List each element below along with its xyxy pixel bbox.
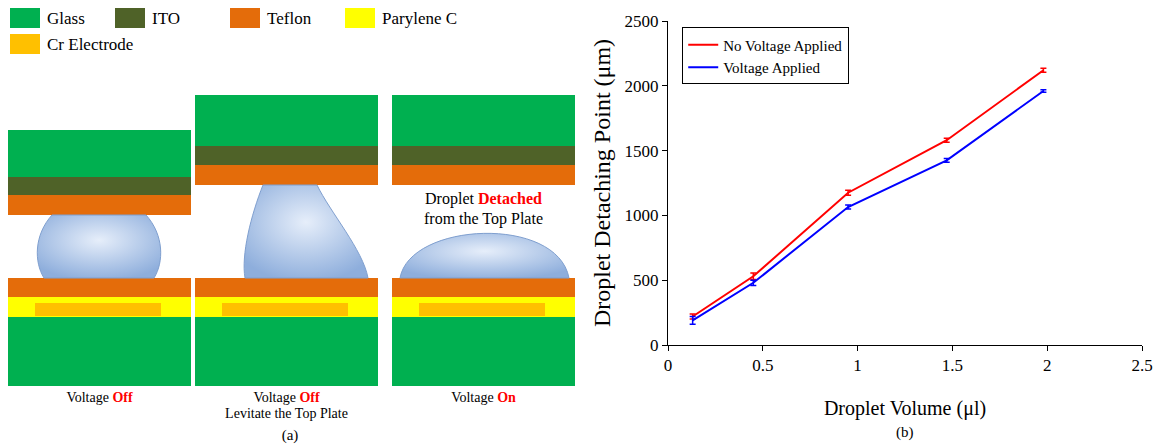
svg-text:Glass: Glass bbox=[47, 9, 85, 28]
svg-text:(b): (b) bbox=[896, 424, 914, 441]
svg-text:Levitate the Top Plate: Levitate the Top Plate bbox=[225, 406, 348, 421]
svg-text:Teflon: Teflon bbox=[267, 9, 312, 28]
svg-text:Droplet Volume (μl): Droplet Volume (μl) bbox=[824, 397, 986, 420]
svg-text:0: 0 bbox=[664, 356, 673, 375]
svg-text:2: 2 bbox=[1043, 356, 1052, 375]
svg-text:500: 500 bbox=[633, 271, 659, 290]
svg-text:1500: 1500 bbox=[625, 142, 659, 161]
svg-text:Voltage Off: Voltage Off bbox=[66, 390, 133, 405]
svg-text:2500: 2500 bbox=[625, 12, 659, 31]
svg-text:Droplet Detached: Droplet Detached bbox=[425, 190, 542, 208]
svg-text:Voltage Off: Voltage Off bbox=[253, 390, 320, 405]
svg-text:Droplet Detaching Point (μm): Droplet Detaching Point (μm) bbox=[589, 39, 615, 327]
svg-text:0.5: 0.5 bbox=[752, 356, 773, 375]
svg-text:Voltage On: Voltage On bbox=[451, 390, 516, 405]
svg-text:2.5: 2.5 bbox=[1131, 356, 1152, 375]
svg-text:1.5: 1.5 bbox=[942, 356, 963, 375]
svg-text:1000: 1000 bbox=[625, 206, 659, 225]
svg-text:0: 0 bbox=[650, 336, 659, 355]
svg-text:No Voltage Applied: No Voltage Applied bbox=[723, 38, 842, 54]
svg-text:Voltage Applied: Voltage Applied bbox=[723, 60, 820, 76]
svg-text:ITO: ITO bbox=[152, 9, 180, 28]
svg-text:1: 1 bbox=[853, 356, 862, 375]
svg-text:2000: 2000 bbox=[625, 77, 659, 96]
svg-text:(a): (a) bbox=[282, 427, 299, 444]
svg-text:Parylene C: Parylene C bbox=[382, 9, 457, 28]
svg-text:Cr Electrode: Cr Electrode bbox=[47, 35, 133, 54]
svg-text:from the Top Plate: from the Top Plate bbox=[424, 210, 543, 228]
